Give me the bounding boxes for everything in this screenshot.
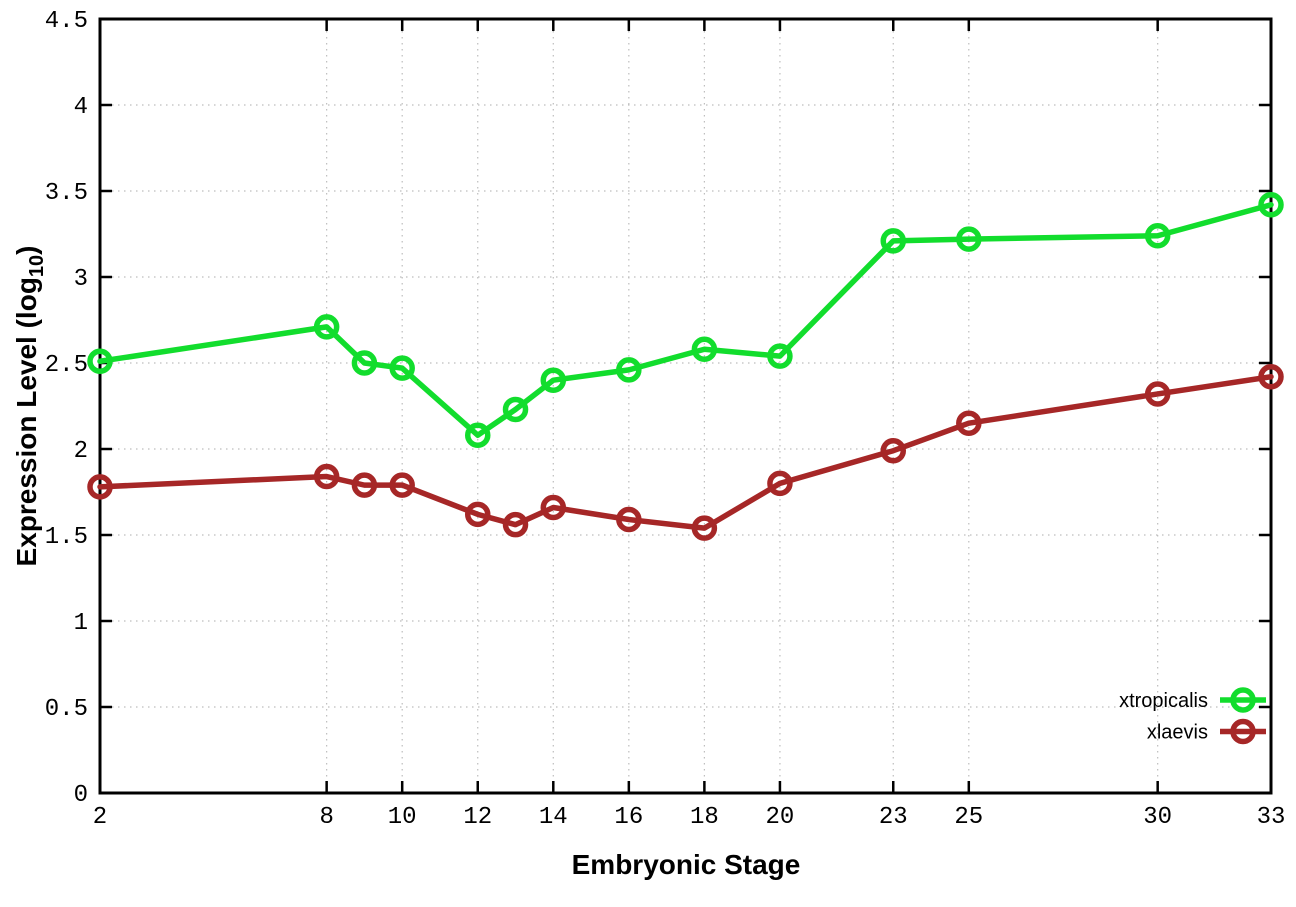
y-tick-label: 0 — [74, 782, 88, 809]
series-xtropicalis — [87, 192, 1284, 448]
y-tick-label: 3 — [74, 266, 88, 293]
data-point-xlaevis — [540, 494, 567, 521]
y-tick-label: 4.5 — [45, 8, 88, 35]
legend-item-xtropicalis: xtropicalis — [1119, 687, 1266, 713]
data-point-xtropicalis — [691, 336, 718, 362]
y-axis-title: Expression Level (log10) — [11, 246, 48, 567]
data-point-xtropicalis — [767, 343, 793, 369]
y-tick-label: 0.5 — [45, 696, 88, 723]
data-point-xtropicalis — [1258, 192, 1284, 218]
y-axis-tick-labels: 0 0.5 1 1.5 2 2.5 3 3.5 4 4.5 — [45, 8, 88, 809]
data-series — [87, 192, 1284, 541]
plot-border — [98, 17, 1273, 795]
data-point-xtropicalis — [540, 367, 567, 393]
series-line-xlaevis — [97, 374, 1274, 531]
data-point-xtropicalis — [464, 422, 491, 448]
legend-marker-sample — [1230, 718, 1256, 745]
data-point-xlaevis — [691, 515, 718, 541]
data-point-xlaevis — [389, 472, 415, 498]
legend-marker-sample — [1230, 687, 1256, 713]
data-point-xtropicalis — [502, 396, 529, 423]
x-tick-label: 30 — [1143, 804, 1172, 831]
legend: xtropicalis xlaevis — [1119, 687, 1266, 745]
x-tick-label: 8 — [319, 804, 333, 831]
x-tick-label: 23 — [879, 804, 908, 831]
y-tick-label: 3.5 — [45, 180, 88, 207]
data-point-xtropicalis — [313, 314, 340, 340]
data-point-xlaevis — [313, 463, 340, 490]
x-tick-label: 2 — [93, 804, 107, 831]
y-tick-label: 1.5 — [45, 524, 88, 551]
data-point-xlaevis — [616, 506, 642, 533]
x-tick-label: 20 — [766, 804, 795, 831]
y-tick-label: 2.5 — [45, 352, 88, 379]
y-tick-label: 1 — [74, 610, 88, 637]
x-tick-label: 18 — [690, 804, 719, 831]
data-point-xtropicalis — [351, 350, 378, 376]
data-point-xlaevis — [1144, 381, 1171, 407]
x-tick-label: 10 — [388, 804, 417, 831]
data-point-xlaevis — [956, 410, 982, 436]
data-point-xlaevis — [1258, 364, 1284, 390]
data-point-xtropicalis — [956, 226, 982, 252]
data-point-xlaevis — [87, 474, 113, 500]
data-point-xlaevis — [351, 472, 378, 498]
x-tick-label: 16 — [614, 804, 643, 831]
data-point-xtropicalis — [389, 355, 415, 381]
x-tick-label: 33 — [1257, 804, 1286, 831]
data-point-xlaevis — [880, 437, 907, 464]
data-point-xtropicalis — [880, 228, 907, 254]
legend-label-xlaevis: xlaevis — [1147, 722, 1208, 744]
data-point-xlaevis — [502, 511, 529, 538]
y-tick-label: 2 — [74, 438, 88, 465]
series-xlaevis — [87, 364, 1284, 541]
data-point-xtropicalis — [616, 357, 642, 383]
legend-item-xlaevis: xlaevis — [1147, 718, 1266, 745]
data-point-xtropicalis — [87, 348, 113, 375]
data-point-xlaevis — [464, 501, 491, 528]
x-tick-label: 12 — [463, 804, 492, 831]
series-line-xtropicalis — [97, 202, 1274, 438]
legend-label-xtropicalis: xtropicalis — [1119, 690, 1208, 712]
data-point-xlaevis — [767, 470, 793, 497]
x-axis-title: Embryonic Stage — [572, 849, 801, 880]
y-tick-label: 4 — [74, 94, 88, 121]
x-tick-label: 14 — [539, 804, 568, 831]
data-point-xtropicalis — [1144, 222, 1171, 249]
x-axis-tick-labels: 2 8 10 12 14 16 18 20 23 25 30 33 — [93, 804, 1286, 831]
x-tick-label: 25 — [954, 804, 983, 831]
